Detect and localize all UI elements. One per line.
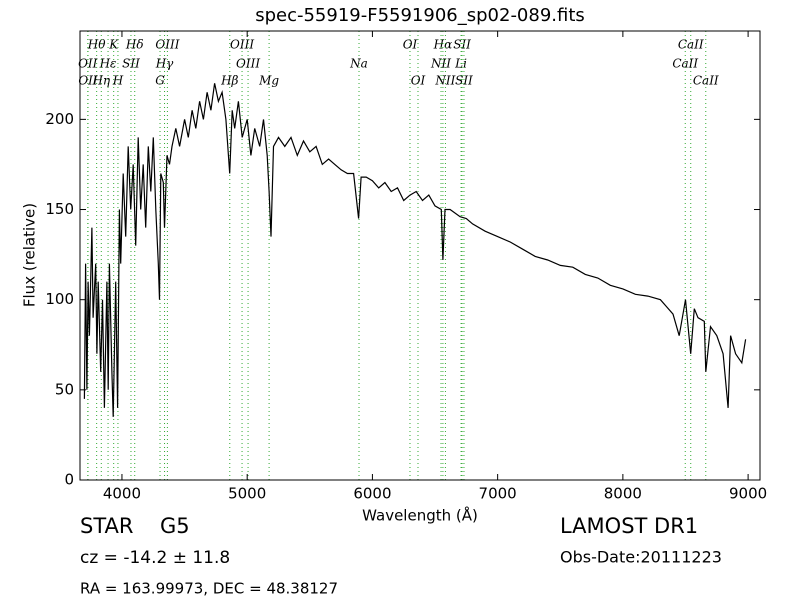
- spectral-line-label: CaII: [678, 38, 704, 52]
- spectral-line-label: CaII: [693, 74, 719, 88]
- spectral-line-label: Hβ: [220, 74, 238, 88]
- spectral-line-label: OII: [78, 74, 98, 88]
- spectral-line-label: Hθ: [87, 38, 106, 52]
- spectral-line-label: Hδ: [125, 38, 144, 52]
- spectral-line-label: Hγ: [155, 57, 174, 71]
- obs-date: Obs-Date:20111223: [560, 548, 722, 567]
- spectral-line-label: OIII: [236, 57, 260, 71]
- spectral-line-label: G: [155, 74, 165, 88]
- x-tick-label: 6000: [353, 485, 391, 503]
- spectral-line-label: Hα: [433, 38, 453, 52]
- chart-title: spec-55919-F5591906_sp02-089.fits: [255, 5, 585, 26]
- spectral-line-label: Na: [349, 57, 368, 71]
- spectrum: [83, 83, 747, 417]
- coordinates: RA = 163.99973, DEC = 48.38127: [80, 580, 338, 598]
- y-tick-label: 0: [64, 471, 74, 489]
- spectral-line-label: Mg: [258, 74, 279, 88]
- spectral-line-label: Li: [454, 57, 467, 71]
- spectral-line-label: NII: [434, 74, 455, 88]
- redshift: cz = -14.2 ± 11.8: [80, 548, 230, 568]
- spectral-line-label: H: [112, 74, 124, 88]
- y-tick-label: 150: [45, 200, 74, 218]
- spectral-line-label: OI: [411, 74, 426, 88]
- x-tick-label: 7000: [479, 485, 517, 503]
- x-tick-label: 5000: [228, 485, 266, 503]
- spectral-line-label: K: [108, 38, 119, 52]
- y-tick-label: 200: [45, 110, 74, 128]
- x-axis-label: Wavelength (Å): [362, 506, 478, 525]
- spectral-line-label: Hε: [99, 57, 117, 71]
- spectral-line-label: NII: [430, 57, 451, 71]
- y-tick-label: 50: [55, 380, 74, 398]
- spectral-line-label: SII: [455, 74, 473, 88]
- y-axis-label: Flux (relative): [21, 203, 39, 307]
- class: STAR: [80, 514, 133, 538]
- spectral-line-label: CaII: [672, 57, 698, 71]
- x-tick-label: 9000: [729, 485, 767, 503]
- plot-frame: [79, 30, 761, 481]
- y-tick-label: 100: [45, 290, 74, 308]
- spectral-line-label: OIII: [230, 38, 254, 52]
- spectral-line-label: SII: [122, 57, 140, 71]
- spectral-line-label: Hη: [91, 74, 110, 88]
- survey: LAMOST DR1: [560, 514, 698, 538]
- spectral-line-label: OIII: [155, 38, 179, 52]
- x-tick-label: 8000: [604, 485, 642, 503]
- spectral-line-label: OI: [403, 38, 418, 52]
- x-tick-label: 4000: [103, 485, 141, 503]
- subclass: G5: [160, 514, 190, 538]
- spectral-line-label: SII: [453, 38, 471, 52]
